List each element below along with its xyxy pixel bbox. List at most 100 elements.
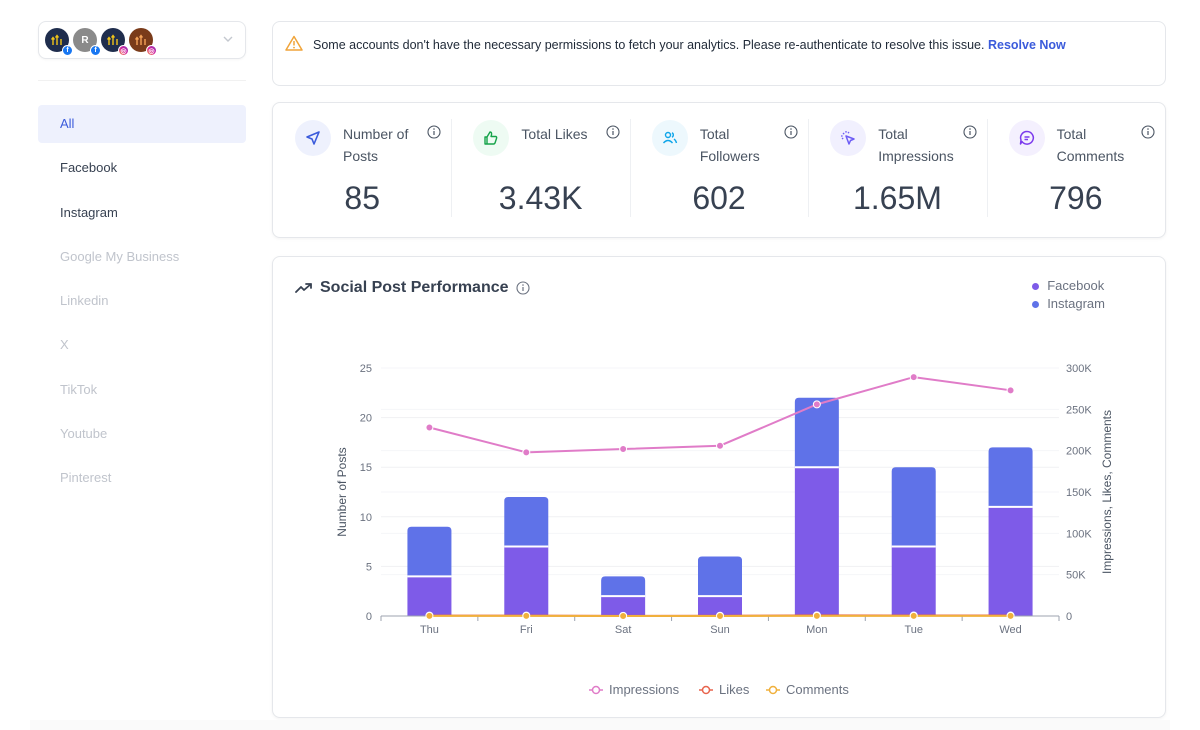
point-comments — [425, 611, 434, 620]
y-right-tick-label: 0 — [1066, 611, 1072, 623]
point-impressions — [425, 423, 434, 432]
y-right-tick-label: 50K — [1066, 570, 1086, 582]
point-comments — [1006, 611, 1015, 620]
x-tick-label: Sun — [710, 624, 730, 636]
point-comments — [716, 611, 724, 620]
sidebar-item-all[interactable]: All — [38, 105, 246, 143]
point-impressions — [812, 400, 821, 409]
x-tick-label: Mon — [806, 624, 827, 636]
bar-facebook — [601, 596, 646, 616]
stat-label: Total Comments — [1056, 126, 1125, 164]
facebook-dot-icon — [1032, 282, 1040, 290]
info-icon[interactable] — [606, 125, 620, 139]
bar-instagram — [794, 397, 839, 468]
stats-panel: Number of Posts 85 Total Likes 3.43K Tot… — [272, 102, 1166, 238]
bar-facebook — [407, 576, 452, 616]
point-impressions — [619, 445, 628, 454]
legend-item-facebook[interactable]: Facebook — [1032, 277, 1105, 295]
instagram-badge-icon: ◎ — [118, 45, 129, 56]
info-icon[interactable] — [963, 125, 977, 139]
stat-card-total-likes: Total Likes 3.43K — [451, 103, 629, 237]
permission-alert: Some accounts don't have the necessary p… — [272, 21, 1166, 86]
point-impressions — [909, 373, 918, 382]
point-comments — [619, 611, 628, 620]
trending-up-icon — [295, 283, 312, 293]
platform-legend: Facebook Instagram — [1032, 277, 1105, 313]
bar-instagram — [891, 467, 936, 547]
stat-value: 602 — [692, 180, 746, 216]
y-axis-label: Number of Posts — [335, 447, 349, 536]
y-right-tick-label: 150K — [1066, 487, 1092, 499]
users-icon — [651, 120, 688, 156]
y-tick-label: 10 — [360, 512, 372, 524]
bar-facebook — [504, 546, 549, 616]
stat-value: 3.43K — [498, 180, 583, 216]
point-impressions — [716, 441, 724, 450]
instagram-dot-icon — [1032, 300, 1040, 308]
legend-marker-icon — [591, 685, 601, 695]
sidebar-item-instagram[interactable]: Instagram — [60, 204, 118, 220]
y-right-axis-label: Impressions, Likes, Comments — [1100, 410, 1114, 574]
line-impressions — [429, 376, 1011, 454]
legend-marker-icon — [768, 685, 778, 695]
sidebar-item-x[interactable]: X — [60, 337, 69, 353]
sidebar-divider — [38, 80, 246, 81]
alert-message: Some accounts don't have the necessary p… — [313, 38, 985, 52]
bar-instagram — [698, 556, 742, 597]
y-tick-label: 0 — [366, 611, 372, 623]
y-tick-label: 20 — [360, 413, 372, 425]
avatar-initial: R — [81, 34, 89, 46]
info-icon[interactable] — [515, 281, 530, 295]
instagram-badge-icon: ◎ — [146, 45, 157, 56]
stat-card-total-comments: Total Comments 796 — [986, 103, 1165, 237]
legend-item-comments[interactable]: Comments — [766, 682, 849, 697]
stat-card-total-impressions: Total Impressions 1.65M — [808, 103, 986, 237]
sidebar-item-facebook[interactable]: Facebook — [60, 160, 118, 176]
info-icon[interactable] — [1141, 125, 1155, 139]
facebook-badge-icon: f — [62, 45, 73, 56]
sidebar-item-linkedin[interactable]: Linkedin — [60, 293, 109, 309]
sidebar-item-google-my-business[interactable]: Google My Business — [60, 248, 180, 264]
stat-label: Number of Posts — [343, 126, 409, 164]
account-logo-icon — [134, 34, 146, 45]
legend-item-instagram[interactable]: Instagram — [1032, 295, 1105, 313]
send-icon — [295, 120, 331, 156]
chevron-down-icon — [223, 36, 233, 42]
account-logo-icon — [106, 34, 118, 45]
facebook-badge-icon: f — [90, 45, 101, 56]
y-tick-label: 25 — [360, 363, 372, 375]
stat-card-number-of-posts: Number of Posts 85 — [273, 103, 451, 237]
point-comments — [909, 611, 918, 620]
sidebar-item-youtube[interactable]: Youtube — [60, 426, 108, 442]
resolve-now-link[interactable]: Resolve Now — [987, 38, 1066, 52]
chart-title: Social Post Performance — [295, 279, 530, 297]
sidebar-item-pinterest[interactable]: Pinterest — [60, 470, 112, 486]
legend-marker-icon — [701, 685, 711, 695]
legend-item-likes[interactable]: Likes — [699, 682, 750, 697]
performance-chart: 0 5 10 15 20 25 0 50K 100K 150K 200K 250K 300K Number… — [335, 363, 1114, 697]
y-right-tick-label: 100K — [1066, 528, 1092, 540]
bar-instagram — [601, 576, 646, 597]
bar-facebook — [794, 467, 839, 616]
stat-card-total-followers: Total Followers 602 — [629, 103, 808, 237]
cursor-click-icon — [830, 120, 867, 156]
legend-label: Impressions — [609, 682, 680, 697]
legend-item-impressions[interactable]: Impressions — [589, 682, 680, 697]
y-tick-label: 5 — [366, 561, 372, 573]
stat-label: Total Impressions — [878, 126, 954, 164]
message-icon — [1008, 120, 1045, 156]
info-icon[interactable] — [784, 125, 798, 139]
sidebar-item-tiktok[interactable]: TikTok — [60, 381, 98, 397]
point-impressions — [522, 448, 531, 457]
x-tick-label: Wed — [999, 624, 1021, 636]
y-right-tick-label: 200K — [1066, 446, 1092, 458]
bar-instagram — [407, 526, 452, 577]
account-avatar: f — [45, 28, 73, 56]
account-logo-icon — [50, 34, 62, 45]
bar-instagram — [988, 447, 1033, 507]
info-icon[interactable] — [427, 125, 441, 139]
account-avatar: ◎ — [129, 28, 157, 56]
y-right-tick-label: 250K — [1066, 404, 1092, 416]
x-tick-label: Tue — [904, 624, 923, 636]
